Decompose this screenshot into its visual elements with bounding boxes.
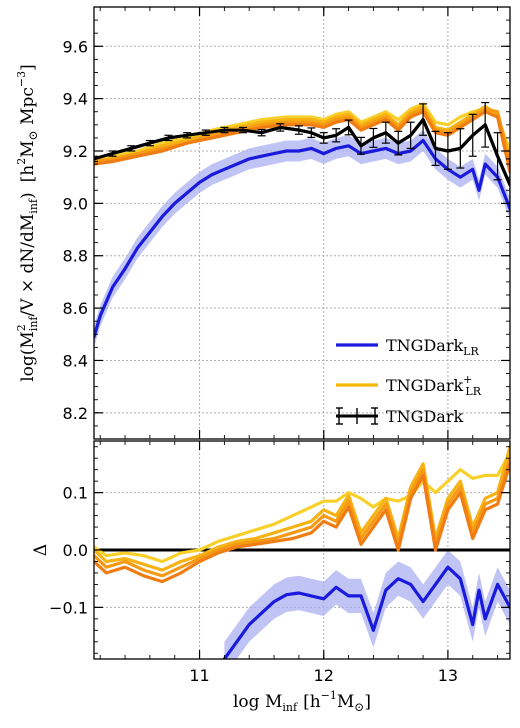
top-ytick-label: 8.2 <box>63 404 88 423</box>
legend-entry-tngdark: TNGDark <box>336 407 463 426</box>
bottom-lines <box>94 445 510 659</box>
top-ytick-label: 8.4 <box>63 351 88 370</box>
top-series-line-3 <box>94 104 510 166</box>
bottom-panel: −0.1 0.0 0.1 11 12 13 <box>49 440 511 685</box>
bottom-ytick-label: −0.1 <box>49 598 88 617</box>
top-ytick-label: 8.6 <box>63 299 88 318</box>
top-ytick-label: 9.0 <box>63 194 88 213</box>
bottom-series-line-3 <box>94 456 510 578</box>
top-panel: 8.2 8.4 8.6 8.8 9.0 9.2 9.4 9.6 <box>63 6 511 440</box>
bottom-series-line-4 <box>94 462 510 584</box>
top-lines <box>94 102 510 339</box>
top-errorbars <box>94 101 510 212</box>
bottom-ytick-label: 0.0 <box>63 541 88 560</box>
x-axis-label: log Minf [h−1M⊙] <box>233 689 371 714</box>
top-ticks: 8.2 8.4 8.6 8.8 9.0 9.2 9.4 9.6 <box>63 6 510 440</box>
bottom-ticks: −0.1 0.0 0.1 11 12 13 <box>49 441 510 685</box>
top-ytick-label: 9.2 <box>63 142 88 161</box>
bottom-y-axis-label: Δ <box>31 544 51 556</box>
bottom-series-line-1 <box>94 450 510 564</box>
bottom-bands <box>224 550 510 659</box>
legend-label-lr: TNGDarkLR <box>386 336 479 358</box>
bottom-ytick-label: 0.1 <box>63 484 88 503</box>
top-frame <box>93 6 511 440</box>
top-ytick-label: 9.6 <box>63 37 88 56</box>
legend-entry-lr: TNGDarkLR <box>336 336 479 358</box>
bottom-xtick-label: 11 <box>189 666 209 685</box>
legend-label-lrplus: TNGDark+ LR <box>386 373 482 398</box>
bottom-band-0 <box>224 550 510 659</box>
top-ytick-label: 8.8 <box>63 247 88 266</box>
legend-entry-lrplus: TNGDark+ LR <box>336 373 482 398</box>
top-ytick-label: 9.4 <box>63 90 88 109</box>
bottom-xtick-label: 12 <box>314 666 334 685</box>
bottom-series-line-0 <box>222 565 510 659</box>
bottom-series-line-2 <box>94 445 510 572</box>
top-series-line-1 <box>94 138 510 339</box>
legend: TNGDarkLR TNGDark+ LR TNGDark <box>336 336 482 426</box>
top-series-line-2 <box>94 102 510 164</box>
legend-label-tngdark: TNGDark <box>386 407 463 426</box>
bottom-xtick-label: 13 <box>438 666 458 685</box>
top-y-axis-label: log(M2inf/V × dN/dMinf)[h2M⊙ Mpc−3] <box>15 64 40 382</box>
